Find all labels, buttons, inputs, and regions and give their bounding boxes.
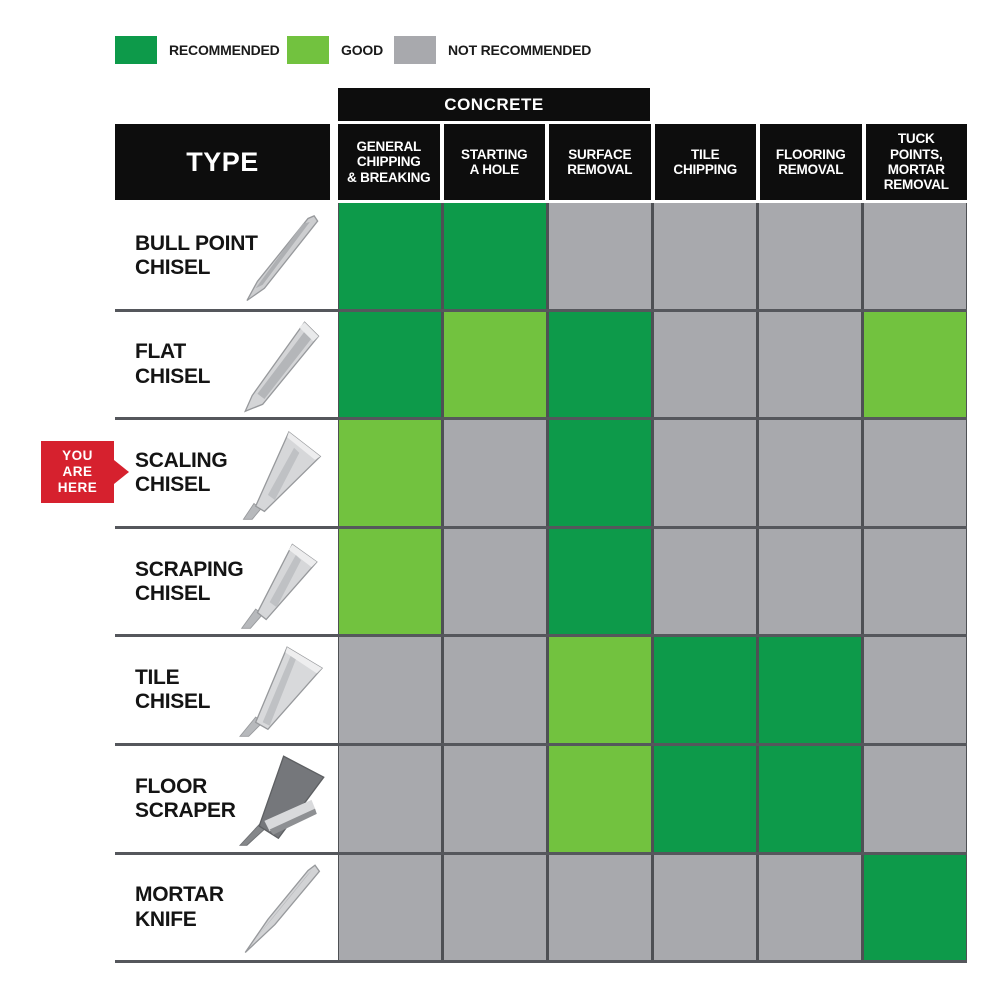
table-row: SCRAPING CHISEL <box>115 528 967 638</box>
row-label: MORTAR KNIFE <box>135 883 224 931</box>
matrix-cell-not-recommended <box>654 311 756 418</box>
row-cells <box>338 745 967 852</box>
table-row: SCALING CHISEL <box>115 420 967 529</box>
matrix-cell-not-recommended <box>864 745 966 852</box>
matrix-cell-good <box>549 637 651 743</box>
legend-label: GOOD <box>341 42 383 58</box>
concrete-group-header: CONCRETE <box>338 88 650 121</box>
row-cells <box>338 854 967 961</box>
matrix-cell-not-recommended <box>864 203 966 309</box>
matrix-cell-recommended <box>654 637 756 743</box>
matrix-cell-not-recommended <box>339 854 441 961</box>
row-cells <box>338 528 967 635</box>
matrix-cell-recommended <box>339 311 441 418</box>
matrix-cell-recommended <box>759 745 861 852</box>
matrix-cell-recommended <box>444 203 546 309</box>
recommended-swatch-icon <box>115 36 157 64</box>
matrix-cell-not-recommended <box>444 420 546 526</box>
matrix-cell-good <box>549 745 651 852</box>
matrix-cell-recommended <box>549 420 651 526</box>
matrix-cell-not-recommended <box>339 745 441 852</box>
row-cells <box>338 637 967 743</box>
legend-item-not-recommended: NOT RECOMMENDED <box>394 36 591 64</box>
matrix-cell-not-recommended <box>444 745 546 852</box>
table-row: FLAT CHISEL <box>115 311 967 421</box>
matrix-cell-not-recommended <box>549 203 651 309</box>
legend-label: NOT RECOMMENDED <box>448 42 592 58</box>
tile-chisel-icon <box>233 641 329 739</box>
matrix-cell-good <box>864 311 966 418</box>
you-are-here-label: YOU ARE HERE <box>41 441 114 503</box>
column-header-flooring-removal: FLOORING REMOVAL <box>760 124 862 200</box>
table-body: BULL POINT CHISEL FLAT CHISEL SCALING CHIS… <box>115 203 967 964</box>
you-are-here-marker: YOU ARE HERE <box>41 441 131 503</box>
good-swatch-icon <box>287 36 329 64</box>
row-label: BULL POINT CHISEL <box>135 231 258 279</box>
matrix-cell-recommended <box>549 528 651 635</box>
matrix-cell-recommended <box>339 203 441 309</box>
row-cells <box>338 203 967 309</box>
not-recommended-swatch-icon <box>394 36 436 64</box>
row-label: TILE CHISEL <box>135 666 211 714</box>
matrix-cell-not-recommended <box>759 203 861 309</box>
matrix-cell-not-recommended <box>444 528 546 635</box>
matrix-cell-not-recommended <box>864 528 966 635</box>
row-label: FLOOR SCRAPER <box>135 774 236 822</box>
matrix-cell-recommended <box>654 745 756 852</box>
table-row: FLOOR SCRAPER <box>115 745 967 855</box>
column-header-starting-a-hole: STARTING A HOLE <box>443 124 545 200</box>
matrix-cell-good <box>339 528 441 635</box>
legend-item-good: GOOD <box>287 36 383 64</box>
table-row: BULL POINT CHISEL <box>115 203 967 312</box>
mortar-knife-icon <box>233 859 329 957</box>
matrix-cell-not-recommended <box>864 420 966 526</box>
table-row: MORTAR KNIFE <box>115 854 967 964</box>
you-are-here-arrow-icon <box>114 460 129 484</box>
matrix-cell-not-recommended <box>759 420 861 526</box>
matrix-cell-not-recommended <box>654 420 756 526</box>
matrix-cell-not-recommended <box>864 637 966 743</box>
table-row: TILE CHISEL <box>115 637 967 746</box>
matrix-cell-recommended <box>759 637 861 743</box>
matrix-cell-not-recommended <box>759 854 861 961</box>
column-header-tuck-points-mortar-removal: TUCK POINTS, MORTAR REMOVAL <box>865 124 967 200</box>
matrix-cell-good <box>444 311 546 418</box>
matrix-cell-not-recommended <box>654 528 756 635</box>
type-column-header: TYPE <box>115 124 330 200</box>
column-header-surface-removal: SURFACE REMOVAL <box>549 124 651 200</box>
row-label: SCALING CHISEL <box>135 448 228 496</box>
matrix-cell-not-recommended <box>759 311 861 418</box>
column-header-tile-chipping: TILE CHIPPING <box>654 124 756 200</box>
scraping-chisel-icon <box>233 533 329 631</box>
flat-chisel-icon <box>233 316 329 414</box>
matrix-cell-recommended <box>864 854 966 961</box>
scaling-chisel-icon <box>233 424 329 522</box>
matrix-cell-not-recommended <box>654 854 756 961</box>
matrix-cell-not-recommended <box>759 528 861 635</box>
matrix-cell-not-recommended <box>444 854 546 961</box>
matrix-cell-not-recommended <box>444 637 546 743</box>
matrix-cell-not-recommended <box>654 203 756 309</box>
matrix-cell-not-recommended <box>549 854 651 961</box>
matrix-cell-recommended <box>549 311 651 418</box>
column-headers: GENERAL CHIPPING & BREAKING STARTING A H… <box>338 124 967 200</box>
matrix-cell-not-recommended <box>339 637 441 743</box>
legend-item-recommended: RECOMMENDED <box>115 36 280 64</box>
legend-label: RECOMMENDED <box>169 42 280 58</box>
matrix-cell-good <box>339 420 441 526</box>
floor-scraper-icon <box>233 750 329 848</box>
row-label: FLAT CHISEL <box>135 340 211 388</box>
bull-point-chisel-icon <box>233 207 329 305</box>
row-label: SCRAPING CHISEL <box>135 557 244 605</box>
row-cells <box>338 420 967 526</box>
column-header-general-chipping-breaking: GENERAL CHIPPING & BREAKING <box>338 124 440 200</box>
row-cells <box>338 311 967 418</box>
